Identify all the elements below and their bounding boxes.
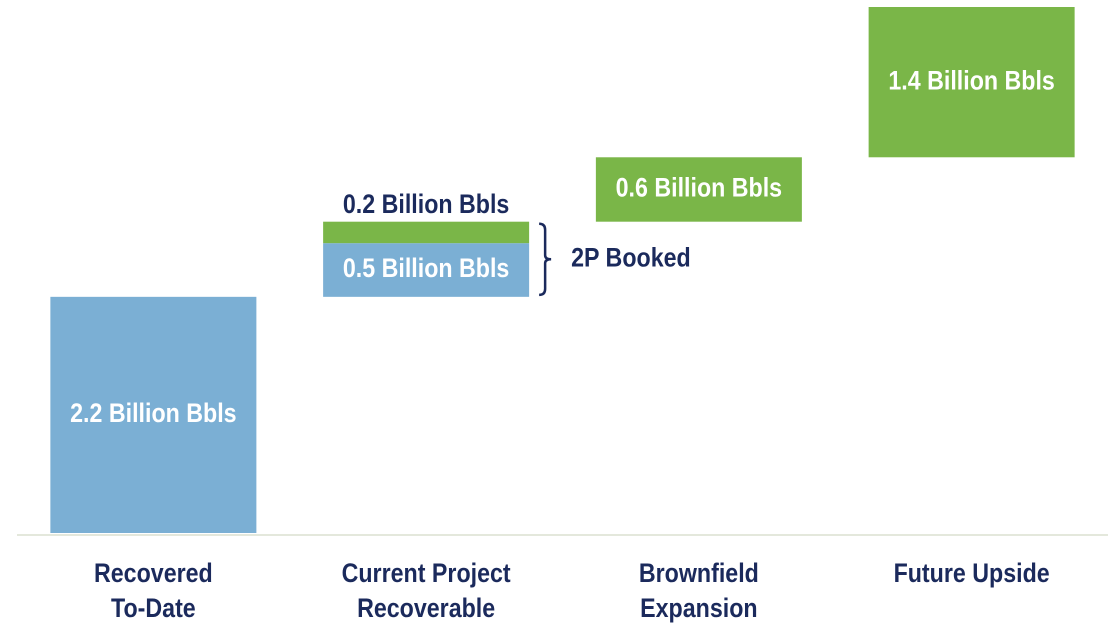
value-label: 2.2 Billion Bbls xyxy=(70,398,236,428)
bar-segment xyxy=(323,221,530,244)
x-tick-label: Brownfield Expansion xyxy=(639,558,759,623)
bar-segment xyxy=(595,157,802,222)
value-label: 0.6 Billion Bbls xyxy=(616,173,782,203)
value-label: 0.2 Billion Bbls xyxy=(343,189,509,219)
x-tick-label: Current Project Recoverable xyxy=(342,558,511,623)
bar-segment xyxy=(323,243,530,297)
bar-segment xyxy=(50,296,257,533)
value-label: 1.4 Billion Bbls xyxy=(888,65,1054,95)
x-tick-label: Recovered To-Date xyxy=(94,558,213,623)
value-label: 0.5 Billion Bbls xyxy=(343,253,509,283)
annotation: 2P Booked xyxy=(571,242,691,272)
bar-segment xyxy=(868,7,1075,158)
x-tick-label: Future Upside xyxy=(894,558,1050,588)
brace xyxy=(539,222,552,297)
